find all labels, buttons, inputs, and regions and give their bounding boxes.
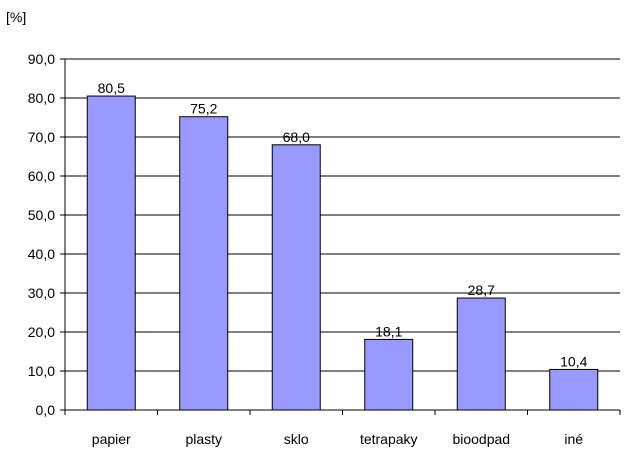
data-label: 75,2 — [190, 101, 217, 117]
y-tick-label: 70,0 — [28, 129, 55, 145]
bar-iné — [549, 368, 599, 411]
y-tick-label: 10,0 — [28, 363, 55, 379]
y-tick-label: 20,0 — [28, 324, 55, 340]
y-tick-label: 30,0 — [28, 285, 55, 301]
y-tick-label: 40,0 — [28, 246, 55, 262]
data-label: 80,5 — [98, 80, 125, 96]
data-labels: 80,5 75,2 68,0 18,1 28,7 10,4 — [98, 80, 588, 369]
y-tick-label: 90,0 — [28, 51, 55, 67]
axes: 0,0 10,0 20,0 30,0 40,0 50,0 60,0 70,0 80,0 90,0 p… — [28, 51, 621, 447]
x-tick-label: sklo — [284, 431, 309, 447]
x-tick-label: papier — [92, 431, 131, 447]
y-tick-label: 80,0 — [28, 90, 55, 106]
bar-plasty — [179, 116, 229, 411]
bar-sklo — [271, 144, 321, 411]
bars — [86, 95, 599, 411]
data-label: 68,0 — [283, 129, 310, 145]
data-label: 10,4 — [560, 353, 587, 369]
bar-papier — [86, 95, 136, 411]
data-label: 28,7 — [468, 282, 495, 298]
x-tick-label: plasty — [185, 431, 222, 447]
y-tick-label: 0,0 — [36, 402, 56, 418]
x-tick-label: iné — [564, 431, 583, 447]
y-unit-label: [%] — [6, 9, 26, 25]
bar-bioodpad — [456, 297, 506, 411]
y-tick-label: 60,0 — [28, 168, 55, 184]
data-label: 18,1 — [375, 323, 402, 339]
bar-tetrapaky — [364, 338, 414, 411]
gridlines — [65, 58, 620, 372]
x-tick-label: bioodpad — [452, 431, 510, 447]
x-tick-label: tetrapaky — [360, 431, 418, 447]
y-tick-label: 50,0 — [28, 207, 55, 223]
